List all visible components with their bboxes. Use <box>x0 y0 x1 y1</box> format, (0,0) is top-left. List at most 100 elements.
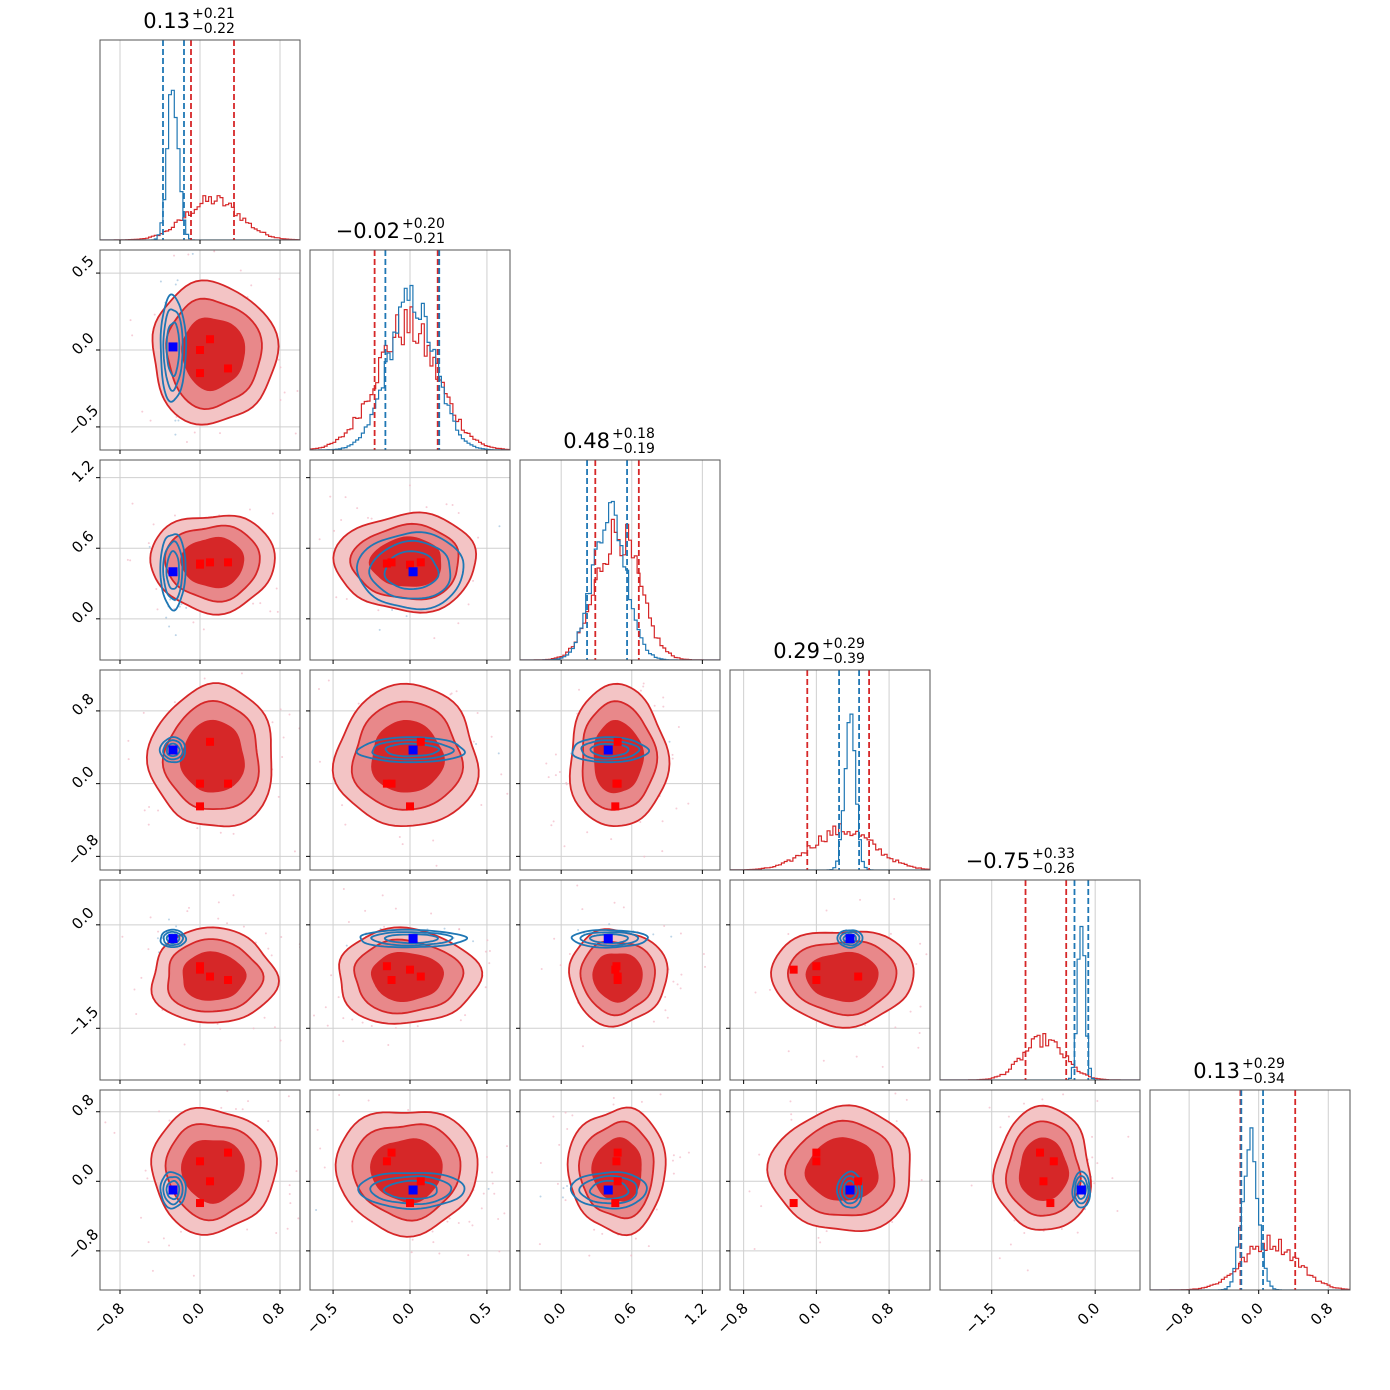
sample-point <box>464 1014 467 1017</box>
sample-point <box>1026 1269 1029 1272</box>
sample-point <box>670 935 673 938</box>
sample-point <box>242 925 245 928</box>
sample-point <box>1041 1098 1044 1101</box>
sample-point <box>655 1208 658 1211</box>
blue-contour <box>383 550 440 590</box>
sample-point <box>318 1013 320 1015</box>
sample-point <box>493 1192 496 1195</box>
blue-marker <box>168 342 178 352</box>
blue-contour <box>162 540 184 601</box>
sample-point <box>671 753 674 756</box>
x-tick-label: 0.8 <box>1307 1299 1337 1329</box>
panel-frame <box>939 879 1141 1081</box>
blue-contour <box>357 1172 466 1211</box>
sample-point <box>381 894 384 897</box>
panel-frame <box>519 879 721 1081</box>
red-marker <box>611 802 620 811</box>
sample-point <box>312 1014 315 1017</box>
sample-point <box>565 783 568 786</box>
red-histogram <box>100 195 300 240</box>
sample-point <box>819 1241 822 1244</box>
blue-marker <box>168 745 178 755</box>
sample-point <box>157 930 160 933</box>
sample-point <box>538 1158 540 1160</box>
red-marker <box>196 346 204 354</box>
blue-histogram <box>730 713 930 870</box>
x-tick-label: −0.5 <box>303 1299 341 1337</box>
sample-point <box>216 1022 219 1025</box>
sample-point <box>723 977 725 979</box>
blue-marker <box>408 1185 418 1195</box>
histogram-panel <box>100 40 300 240</box>
sample-point <box>855 1055 858 1058</box>
sample-point <box>652 1020 655 1023</box>
sample-point <box>790 1118 793 1121</box>
title-value: 0.48 <box>563 429 610 453</box>
sample-point <box>148 806 151 809</box>
title-value: 0.13 <box>143 9 190 33</box>
sample-point <box>330 974 333 977</box>
sample-point <box>491 1182 494 1185</box>
sample-point <box>503 1212 506 1215</box>
sample-point <box>702 952 705 955</box>
sample-point <box>652 933 655 936</box>
sample-point <box>668 740 671 743</box>
red-marker <box>854 1177 863 1186</box>
blue-contour <box>158 736 187 764</box>
sample-point <box>472 740 475 743</box>
blue-contour <box>836 1170 863 1209</box>
sample-point <box>586 831 589 834</box>
sample-point <box>240 672 243 675</box>
sample-point <box>168 1119 171 1122</box>
sample-point <box>167 918 170 921</box>
sample-point <box>468 1220 471 1223</box>
x-tick-label: 0.0 <box>389 1299 419 1329</box>
sample-point <box>306 728 308 730</box>
sample-point <box>301 481 303 483</box>
sample-point <box>155 588 158 591</box>
sample-point <box>578 688 581 691</box>
sample-point <box>471 1224 474 1227</box>
sample-point <box>500 773 503 776</box>
sample-point <box>165 616 168 619</box>
sample-point <box>556 1182 559 1185</box>
blue-marker <box>603 1185 613 1195</box>
sample-point <box>472 940 475 943</box>
sample-point <box>559 964 562 967</box>
sample-point <box>881 1065 884 1068</box>
blue-histogram <box>1150 1127 1350 1290</box>
sample-point <box>370 1024 373 1027</box>
sample-point <box>301 1203 303 1205</box>
sample-point <box>364 909 367 912</box>
sample-point <box>639 821 642 824</box>
sample-point <box>571 1114 574 1117</box>
sample-point <box>192 621 195 624</box>
y-tick-label: 0.0 <box>68 904 98 934</box>
red-marker <box>406 802 414 811</box>
sample-point <box>327 679 330 682</box>
sample-point <box>174 433 177 436</box>
sample-point <box>917 1046 920 1049</box>
blue-contour <box>569 1171 648 1210</box>
sample-point <box>264 932 267 935</box>
panel-title: 0.13 +0.29−0.34 <box>1193 1056 1285 1087</box>
blue-contour <box>359 928 468 949</box>
sample-point <box>552 1115 555 1118</box>
sample-point <box>539 1162 542 1165</box>
sample-point <box>1096 1162 1099 1165</box>
sample-point <box>276 610 279 613</box>
contour-panel <box>100 460 300 660</box>
sample-point <box>183 1043 186 1046</box>
sample-point <box>457 622 460 625</box>
sample-point <box>664 1009 667 1012</box>
sample-point <box>564 1199 567 1202</box>
sample-point <box>552 820 555 823</box>
sample-point <box>179 1230 182 1233</box>
panel-frame <box>1149 1089 1351 1291</box>
sample-point <box>640 1100 643 1103</box>
x-tick-label: 0.0 <box>540 1299 570 1329</box>
sample-point <box>269 610 272 613</box>
y-tick-label: 0.6 <box>68 527 98 557</box>
sample-point <box>476 711 479 714</box>
sample-point <box>973 1082 975 1084</box>
